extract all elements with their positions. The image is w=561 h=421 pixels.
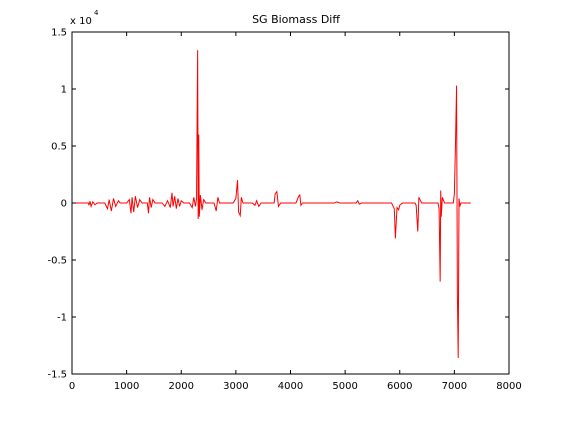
y-tick-label: 0.5	[51, 142, 67, 153]
y-tick-label: -1	[57, 313, 67, 324]
x-tick-label: 3000	[223, 381, 248, 392]
y-tick-label: 0	[61, 199, 67, 210]
y-multiplier-exponent: 4	[94, 9, 99, 17]
series-line-0	[72, 50, 471, 359]
x-tick-label: 0	[69, 381, 75, 392]
x-tick-label: 5000	[332, 381, 357, 392]
series-layer	[72, 50, 471, 359]
x-axis-ticks: 0 1000 2000 3000 4000 5000 6000 7000 8000	[69, 32, 522, 392]
x-tick-label: 6000	[387, 381, 412, 392]
y-tick-label: 1.5	[51, 28, 67, 39]
y-tick-label: -1.5	[47, 370, 67, 381]
y-multiplier-base: x 10	[70, 16, 92, 27]
y-tick-label: -0.5	[47, 256, 67, 267]
chart-title: SG Biomass Diff	[252, 13, 340, 26]
y-axis-ticks: -1.5 -1 -0.5 0 0.5 1 1.5	[47, 28, 509, 381]
x-tick-label: 1000	[114, 381, 139, 392]
x-tick-label: 7000	[442, 381, 467, 392]
x-tick-label: 2000	[169, 381, 194, 392]
x-tick-label: 8000	[496, 381, 521, 392]
x-tick-label: 4000	[278, 381, 303, 392]
y-tick-label: 1	[61, 85, 67, 96]
